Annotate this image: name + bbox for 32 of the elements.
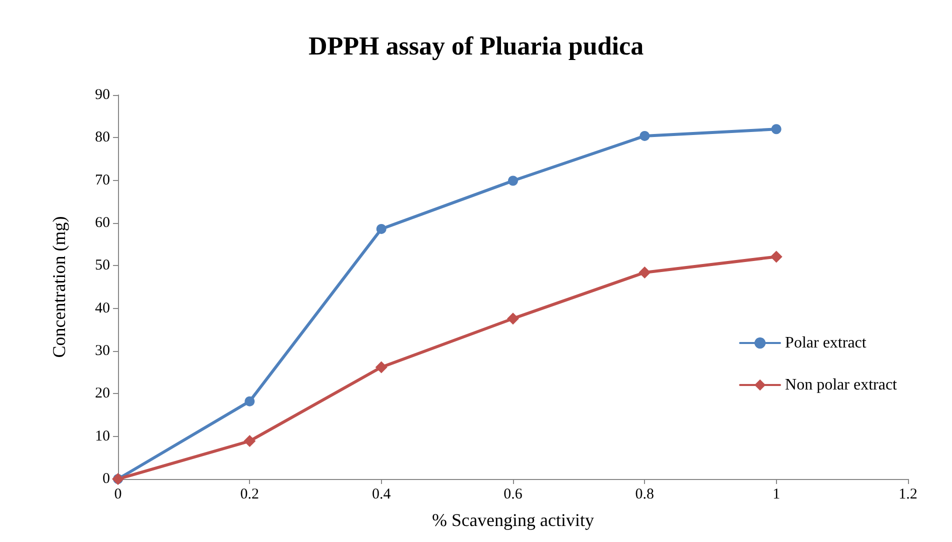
- y-tick-label: 30: [95, 343, 110, 359]
- point: [640, 130, 650, 141]
- x-tick-label: 0: [114, 486, 122, 502]
- x-tick-label: 1: [772, 486, 780, 502]
- point: [376, 224, 386, 234]
- y-tick-label: 20: [95, 386, 110, 402]
- point: [507, 312, 519, 325]
- y-tick-label: 80: [95, 130, 110, 146]
- legend-label: Polar extract: [785, 334, 867, 352]
- legend-label: Non polar extract: [785, 376, 898, 394]
- x-tick-label: 0.6: [504, 486, 523, 502]
- x-tick-label: 0.8: [635, 486, 654, 502]
- x-tick-label: 0.4: [372, 486, 392, 502]
- point: [244, 396, 255, 406]
- y-tick-label: 0: [102, 471, 110, 487]
- point: [638, 266, 651, 278]
- x-axis-title: % Scavenging activity: [432, 510, 594, 530]
- y-tick-label: 50: [95, 258, 110, 274]
- point: [375, 361, 388, 374]
- point: [244, 435, 256, 448]
- y-tick-label: 10: [95, 428, 110, 444]
- y-tick-label: 40: [95, 300, 110, 316]
- chart-title: DPPH assay of Pluaria pudica: [308, 32, 644, 60]
- point: [508, 176, 518, 186]
- x-tick-label: 0.2: [240, 486, 260, 502]
- y-tick-label: 60: [95, 215, 110, 231]
- point: [771, 124, 782, 134]
- y-tick-label: 90: [95, 87, 110, 103]
- point: [770, 250, 782, 263]
- y-axis-title: Concentration (mg): [49, 216, 69, 358]
- x-tick-label: 1.2: [898, 486, 918, 502]
- y-tick-label: 70: [95, 172, 110, 188]
